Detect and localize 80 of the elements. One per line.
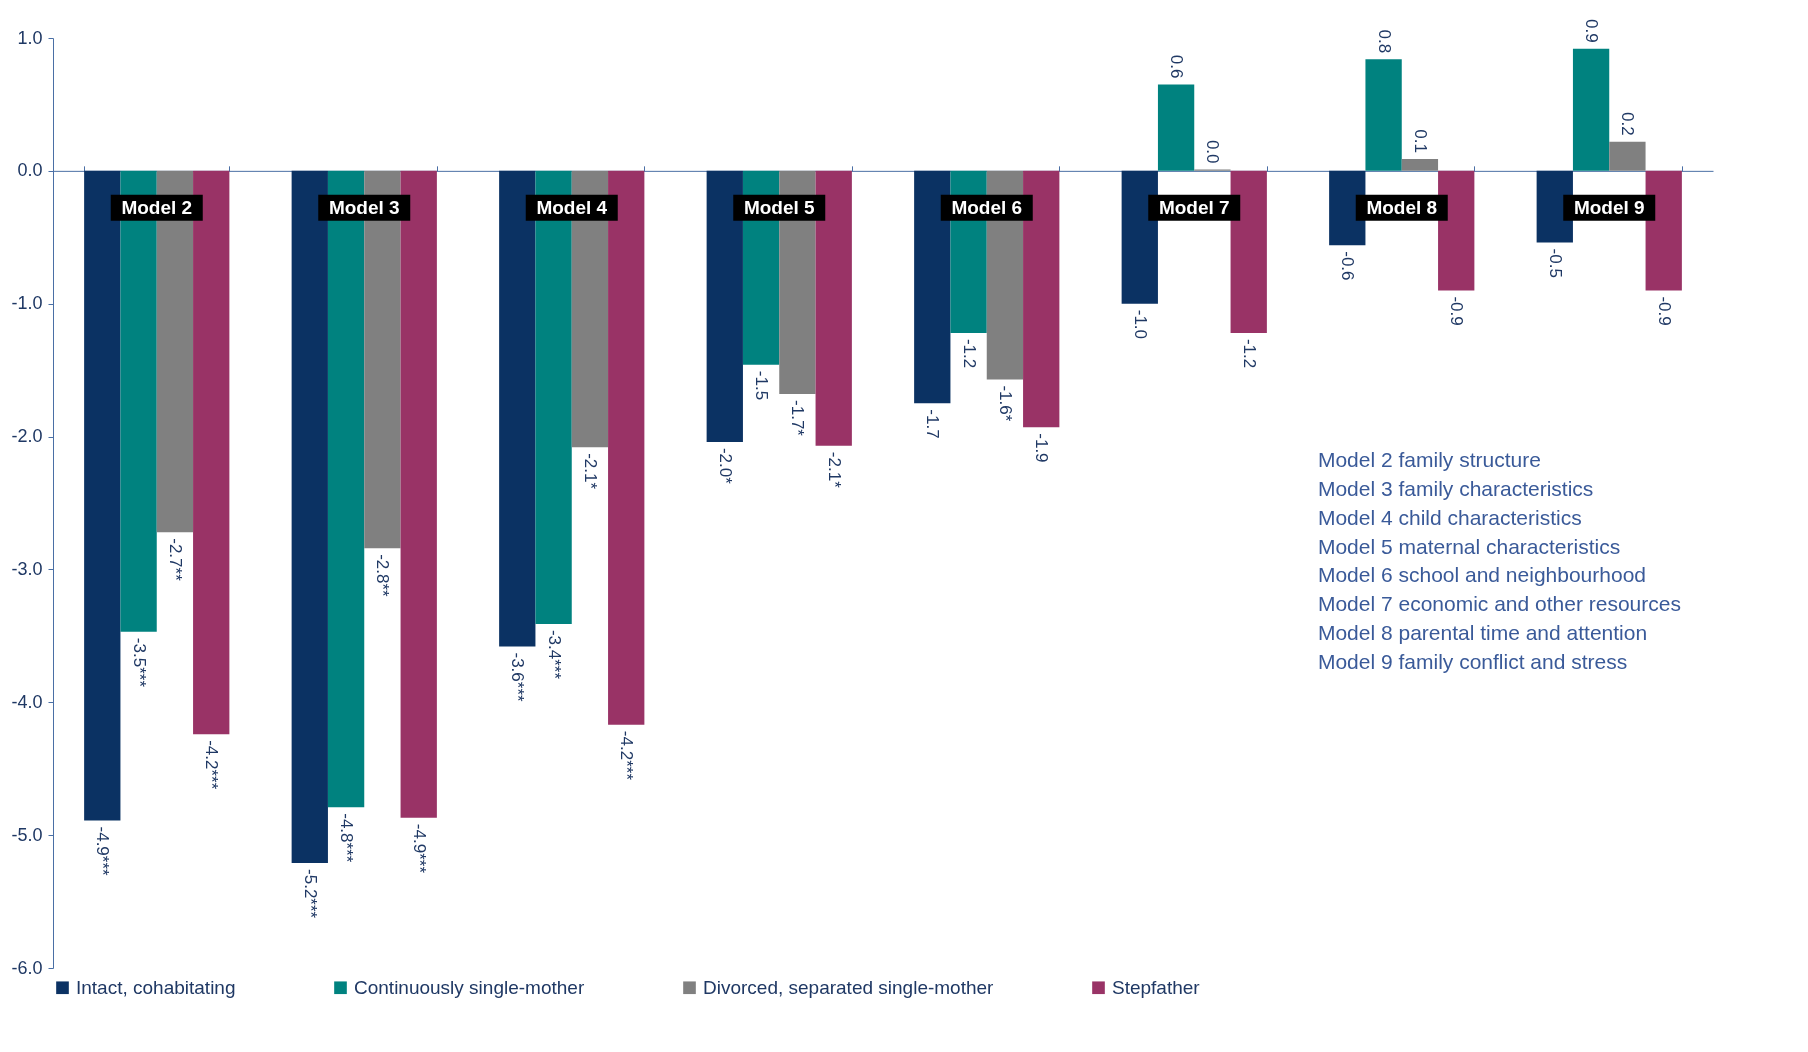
y-tick-label: 0.0: [17, 160, 43, 181]
y-tick-label: -6.0: [11, 957, 43, 978]
legend-label: Continuously single-mother: [354, 976, 585, 998]
x-tick-label: Model 8: [1366, 196, 1438, 218]
y-tick-label: -3.0: [11, 558, 43, 579]
bar: [1438, 170, 1475, 291]
data-label: -0.9: [1447, 296, 1467, 326]
bar: [1645, 170, 1682, 291]
bar: [815, 170, 852, 446]
y-tick-label: -2.0: [11, 426, 43, 447]
annotation: Model 8 parental time and attention: [1317, 620, 1648, 644]
x-tick-label: Model 2: [121, 196, 193, 218]
annotation: Model 4 child characteristics: [1317, 505, 1582, 529]
data-label: -4.9***: [93, 826, 113, 877]
bar: [1121, 170, 1158, 304]
bar: [1329, 170, 1366, 246]
bar: [291, 170, 328, 864]
bar: [1365, 59, 1402, 171]
bar: [400, 170, 437, 818]
data-label: -0.9: [1654, 296, 1674, 326]
data-label: -4.2***: [202, 740, 222, 790]
y-tick-label: -1.0: [11, 293, 43, 314]
bar: [1401, 158, 1439, 171]
y-tick-label: 1.0: [17, 27, 43, 48]
data-label: -2.8**: [373, 554, 393, 598]
annotation: Model 9 family conflict and stress: [1317, 649, 1628, 673]
data-label: -1.7*: [788, 400, 808, 437]
bar: [914, 170, 951, 404]
data-label: -0.6: [1338, 251, 1358, 281]
legend-label: Divorced, separated single-mother: [703, 976, 995, 998]
annotation: Model 5 maternal characteristics: [1317, 534, 1621, 558]
data-label: -5.2***: [300, 869, 320, 919]
annotation: Model 7 economic and other resources: [1317, 592, 1681, 616]
data-label: -3.5***: [129, 637, 149, 688]
annotation: Model 6 school and neighbourhood: [1317, 563, 1647, 587]
data-label: -2.7**: [165, 538, 185, 582]
bar: [84, 170, 121, 821]
y-tick-label: -5.0: [11, 824, 43, 845]
legend-label: Stepfather: [1112, 976, 1201, 998]
data-label: -3.4***: [544, 629, 564, 680]
x-tick-label: Model 9: [1573, 196, 1645, 218]
bar: [1230, 170, 1267, 333]
data-label: 0.0: [1203, 139, 1223, 164]
annotation: Model 2 family structure: [1317, 448, 1541, 472]
x-tick-label: Model 5: [743, 196, 816, 218]
data-label: -2.0*: [715, 447, 735, 485]
x-tick-label: Model 3: [328, 196, 400, 218]
data-label: -4.9***: [409, 823, 429, 874]
data-label: 0.8: [1374, 29, 1394, 54]
x-tick-label: Model 4: [536, 196, 608, 218]
data-label: -4.2***: [617, 730, 637, 781]
bar: [193, 170, 230, 735]
bar: [1609, 141, 1646, 171]
data-label: -1.7: [923, 409, 943, 439]
bar: [499, 170, 536, 647]
bar: [608, 170, 645, 725]
bar: [706, 170, 743, 442]
data-label: 0.6: [1167, 54, 1187, 79]
data-label: 0.9: [1582, 18, 1602, 43]
data-label: -1.2: [959, 338, 979, 369]
data-label: 0.1: [1410, 129, 1430, 153]
data-label: -1.0: [1130, 309, 1150, 340]
data-label: -2.1*: [824, 451, 844, 489]
data-label: -4.8***: [337, 813, 357, 863]
legend-label: Intact, cohabitating: [76, 976, 236, 998]
bar: [1572, 48, 1610, 171]
data-label: -2.1*: [580, 453, 600, 490]
data-label: -1.9: [1032, 433, 1052, 463]
bar: [1157, 84, 1195, 171]
bar: [1023, 170, 1060, 428]
data-label: -1.2: [1239, 338, 1259, 369]
data-label: 0.2: [1618, 111, 1638, 136]
y-tick-label: -4.0: [11, 691, 43, 712]
x-tick-label: Model 7: [1158, 196, 1230, 218]
data-label: -0.5: [1545, 248, 1565, 278]
data-label: -3.6***: [508, 652, 528, 703]
data-label: -1.5: [752, 370, 772, 401]
x-tick-label: Model 6: [951, 196, 1023, 218]
data-label: -1.6*: [995, 385, 1015, 422]
annotation: Model 3 family characteristics: [1317, 476, 1594, 500]
